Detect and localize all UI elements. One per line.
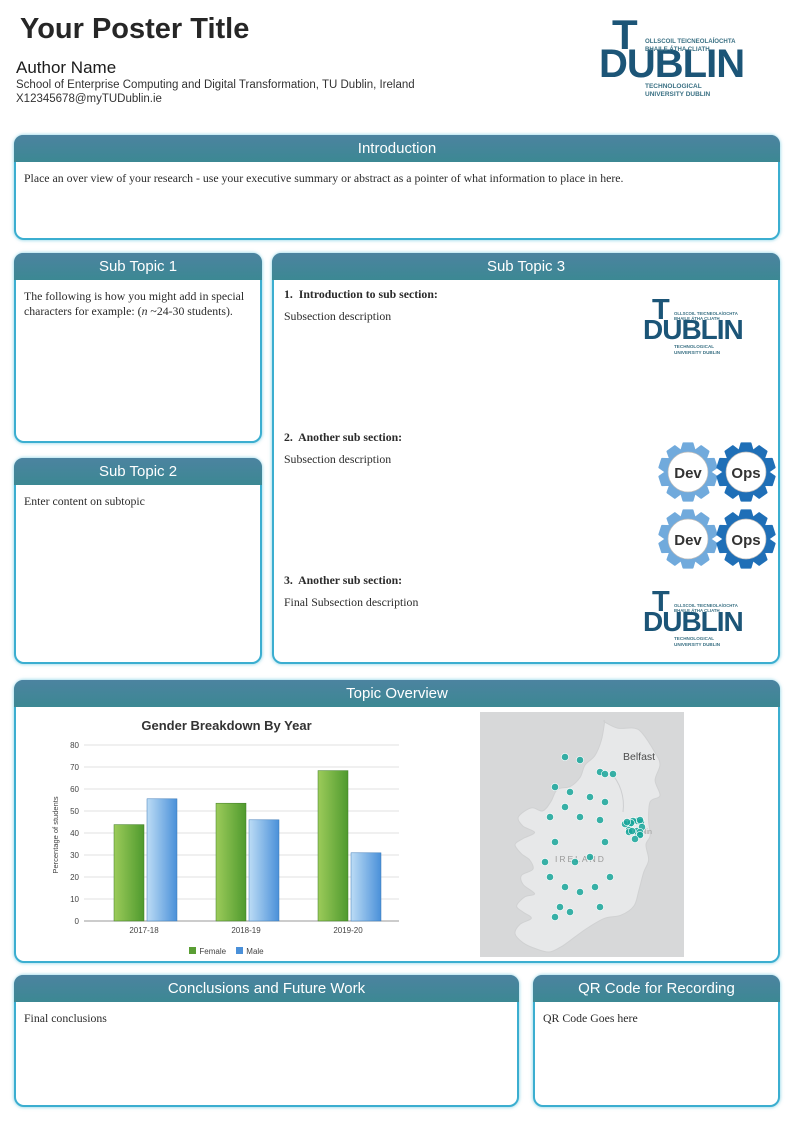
svg-text:BHAILE ÁTHA CLIATH: BHAILE ÁTHA CLIATH xyxy=(674,608,720,613)
svg-text:BHAILE ÁTHA CLIATH: BHAILE ÁTHA CLIATH xyxy=(645,46,710,53)
svg-text:Belfast: Belfast xyxy=(623,751,655,763)
svg-text:Ops: Ops xyxy=(731,532,760,549)
svg-text:T: T xyxy=(652,586,670,618)
svg-text:70: 70 xyxy=(70,763,79,772)
svg-text:UNIVERSITY DUBLIN: UNIVERSITY DUBLIN xyxy=(674,642,721,647)
svg-text:Percentage of students: Percentage of students xyxy=(51,796,60,873)
svg-text:30: 30 xyxy=(70,851,79,860)
svg-text:OLLSCOIL TEICNEOLAÍOCHTA: OLLSCOIL TEICNEOLAÍOCHTA xyxy=(645,37,736,45)
svg-text:0: 0 xyxy=(75,917,80,926)
svg-text:2019-20: 2019-20 xyxy=(333,926,363,935)
svg-text:Ops: Ops xyxy=(731,465,760,482)
svg-text:50: 50 xyxy=(70,807,79,816)
svg-text:Dev: Dev xyxy=(674,465,702,482)
svg-text:UNIVERSITY DUBLIN: UNIVERSITY DUBLIN xyxy=(645,91,711,98)
svg-text:10: 10 xyxy=(70,895,79,904)
svg-text:BHAILE ÁTHA CLIATH: BHAILE ÁTHA CLIATH xyxy=(674,316,720,321)
svg-text:T: T xyxy=(652,294,670,326)
svg-text:TECHNOLOGICAL: TECHNOLOGICAL xyxy=(645,83,702,90)
svg-text:TECHNOLOGICAL: TECHNOLOGICAL xyxy=(674,344,714,349)
svg-text:20: 20 xyxy=(70,873,79,882)
svg-text:40: 40 xyxy=(70,829,79,838)
svg-text:UNIVERSITY DUBLIN: UNIVERSITY DUBLIN xyxy=(674,350,721,355)
svg-text:2018-19: 2018-19 xyxy=(231,926,261,935)
svg-text:2017-18: 2017-18 xyxy=(129,926,159,935)
svg-text:TECHNOLOGICAL: TECHNOLOGICAL xyxy=(674,636,714,641)
svg-text:IRELAND: IRELAND xyxy=(555,854,606,864)
svg-text:60: 60 xyxy=(70,785,79,794)
svg-text:T: T xyxy=(612,12,638,58)
svg-text:80: 80 xyxy=(70,741,79,750)
svg-text:Dev: Dev xyxy=(674,532,702,549)
